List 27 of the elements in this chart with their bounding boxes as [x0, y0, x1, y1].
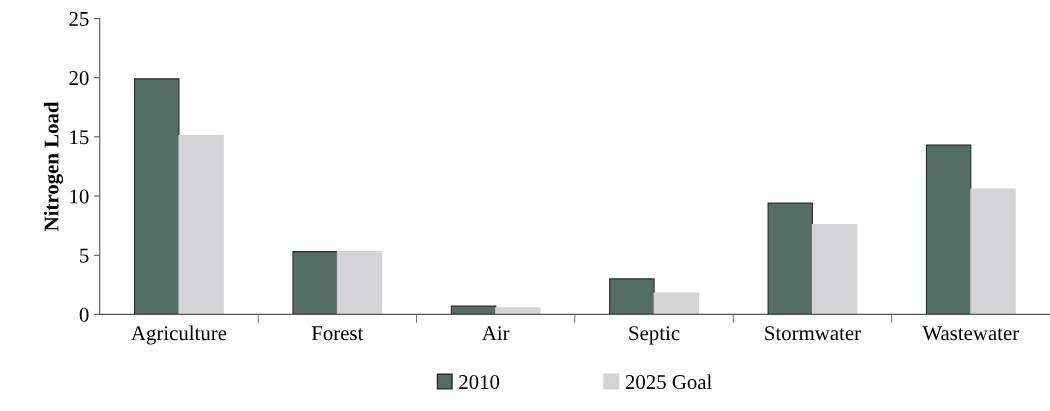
bar	[811, 223, 858, 315]
y-tick-label: 0	[79, 307, 89, 322]
y-tick-label: 5	[80, 248, 89, 263]
y-tick-label: 10	[70, 189, 89, 204]
bar	[925, 144, 972, 315]
bar	[970, 188, 1016, 315]
y-axis-title: Nitrogen Load	[43, 101, 63, 231]
x-tick-label: Forest	[311, 326, 364, 341]
bar	[450, 305, 497, 315]
bar	[178, 135, 224, 315]
y-tick-label: 15	[70, 130, 89, 145]
x-tick-label: Wastewater	[922, 326, 1019, 341]
bar	[767, 202, 813, 315]
y-tick-label: 20	[69, 71, 89, 86]
x-tick-label: Stormwater	[765, 326, 861, 341]
x-tick-label: Air	[482, 326, 510, 340]
y-tick-label: 25	[69, 11, 89, 26]
x-tick-label: Agriculture	[131, 325, 227, 345]
bar	[292, 251, 338, 315]
bar	[336, 251, 383, 315]
bar	[653, 292, 699, 315]
legend-label: 2025 Goal	[625, 374, 712, 390]
legend-label: 2010	[459, 375, 500, 390]
bar	[609, 278, 655, 315]
x-tick-label: Septic	[629, 326, 680, 345]
bar	[495, 307, 541, 315]
bar	[134, 78, 180, 315]
